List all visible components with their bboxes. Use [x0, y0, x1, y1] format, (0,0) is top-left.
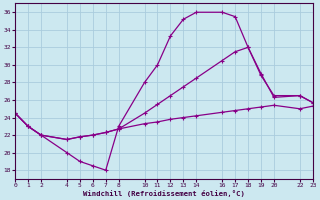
- X-axis label: Windchill (Refroidissement éolien,°C): Windchill (Refroidissement éolien,°C): [83, 190, 245, 197]
